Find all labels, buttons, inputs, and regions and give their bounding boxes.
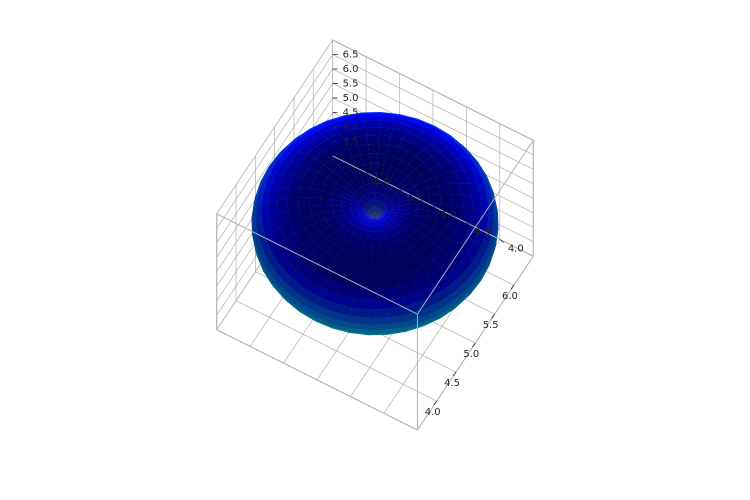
x-tick-label: 5.5	[483, 320, 499, 331]
z-tick-label: 5.0	[343, 93, 359, 104]
y-tick-label: 6.0	[374, 177, 390, 188]
z-tick-label: 5.5	[343, 78, 359, 89]
z-tick-label: 4.0	[343, 122, 359, 133]
z-tick-label: 6.5	[343, 49, 359, 60]
x-tick-label: 4.5	[444, 378, 460, 389]
y-tick-label: 4.5	[474, 227, 490, 238]
z-tick-label: 4.5	[343, 107, 359, 118]
heart-3d-plot: 4.0 4.5 5.0 5.5 6.0 4.0 4.5 5.0 5.5 6.0 3.5 4.0 4.5 5…	[0, 0, 750, 500]
x-tick-label: 5.0	[463, 349, 479, 360]
z-tick-label: 6.0	[343, 64, 359, 75]
x-tick-label: 6.0	[502, 291, 518, 302]
x-tick-label: 4.0	[425, 407, 441, 418]
z-tick-label: 3.5	[343, 136, 359, 147]
y-tick-label: 4.0	[508, 243, 524, 254]
heart-surface	[252, 112, 499, 335]
y-tick-label: 5.0	[441, 210, 457, 221]
y-tick-label: 5.5	[407, 193, 423, 204]
